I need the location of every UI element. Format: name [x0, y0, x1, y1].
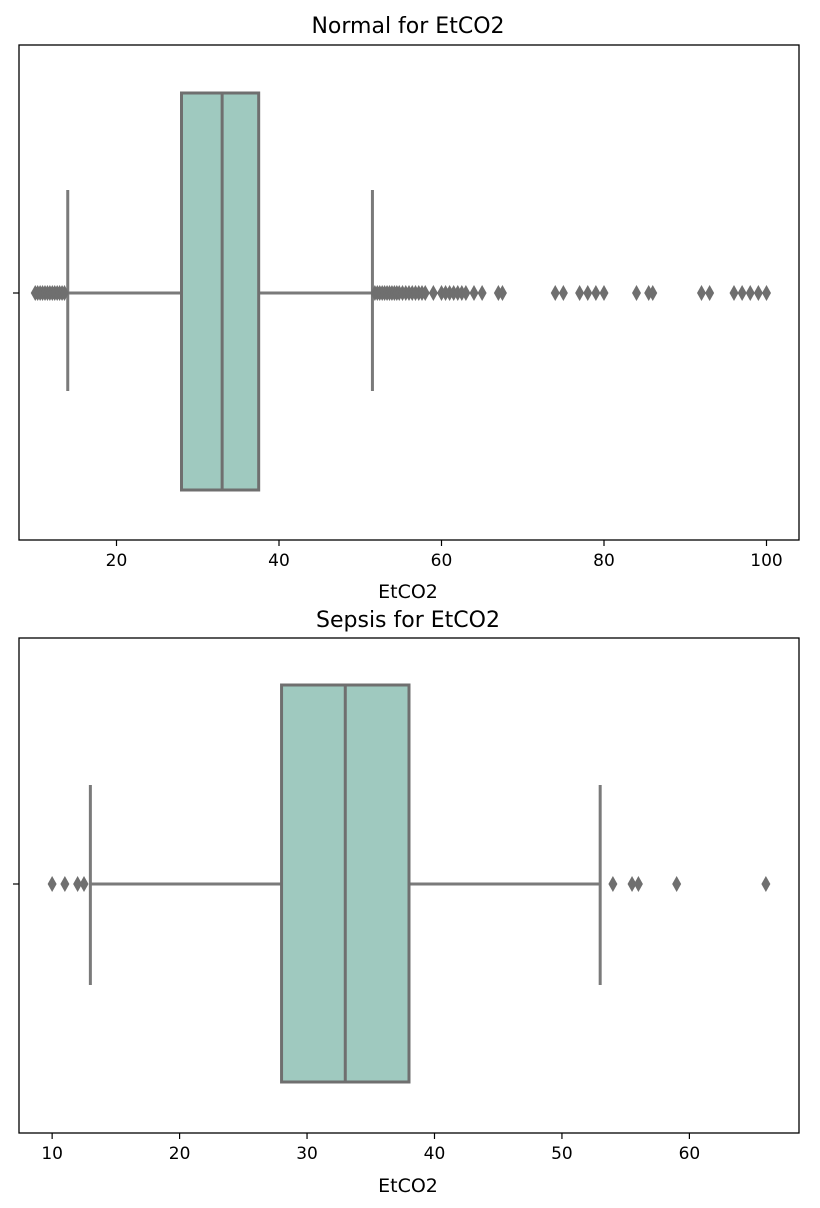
normal-etco2-boxplot: Normal for EtCO2 20 40 60 80 100 EtCO2	[13, 14, 800, 603]
iqr-box	[180, 91, 261, 492]
outlier-point	[633, 876, 643, 892]
plot-content: 10 20 30 40 50 60	[41, 683, 771, 1164]
x-tick-label: 50	[551, 1144, 573, 1164]
outlier-point	[73, 876, 83, 892]
outlier-point	[705, 285, 715, 301]
plot-content: 20 40 60 80 100	[30, 91, 783, 571]
outlier-point	[461, 285, 471, 301]
x-tick-label: 80	[593, 551, 615, 571]
x-tick-label: 60	[679, 1144, 701, 1164]
outlier-point	[753, 285, 763, 301]
outlier-point	[428, 285, 438, 301]
outlier-point	[745, 285, 755, 301]
outlier-point	[420, 285, 430, 301]
x-tick-label: 100	[750, 551, 782, 571]
x-axis-label: EtCO2	[378, 581, 438, 603]
outlier-point	[608, 876, 618, 892]
outlier-point	[627, 876, 637, 892]
outlier-point	[550, 285, 560, 301]
x-tick-label: 40	[268, 551, 290, 571]
x-tick-label: 20	[106, 551, 128, 571]
x-tick-label: 40	[424, 1144, 446, 1164]
outlier-point	[632, 285, 641, 301]
outlier-point	[583, 285, 593, 301]
outlier-point	[762, 285, 771, 301]
x-tick-label: 20	[169, 1144, 191, 1164]
outlier-point	[558, 285, 568, 301]
outlier-point	[737, 285, 747, 301]
x-tick-label: 60	[431, 551, 453, 571]
outlier-point	[47, 876, 57, 892]
outlier-point	[729, 285, 739, 301]
outlier-point	[599, 285, 609, 301]
outlier-point	[575, 285, 585, 301]
outlier-point	[60, 285, 69, 301]
outlier-point	[469, 285, 479, 301]
sepsis-etco2-boxplot: Sepsis for EtCO2 10 20 30 40 50 60 EtCO2	[13, 608, 800, 1197]
outlier-point	[697, 285, 706, 301]
x-tick-label: 10	[41, 1144, 63, 1164]
outlier-point	[648, 285, 658, 301]
x-axis-label: EtCO2	[378, 1175, 438, 1197]
outlier-point	[497, 285, 507, 301]
outlier-point	[79, 876, 89, 892]
outlier-point	[477, 285, 487, 301]
chart-title: Sepsis for EtCO2	[316, 608, 500, 633]
outlier-point	[761, 876, 771, 892]
outlier-point	[672, 876, 682, 892]
plot-frame	[18, 637, 800, 1134]
x-tick-label: 30	[296, 1144, 318, 1164]
outlier-point	[60, 876, 70, 892]
outlier-point	[591, 285, 601, 301]
chart-title: Normal for EtCO2	[311, 14, 504, 39]
